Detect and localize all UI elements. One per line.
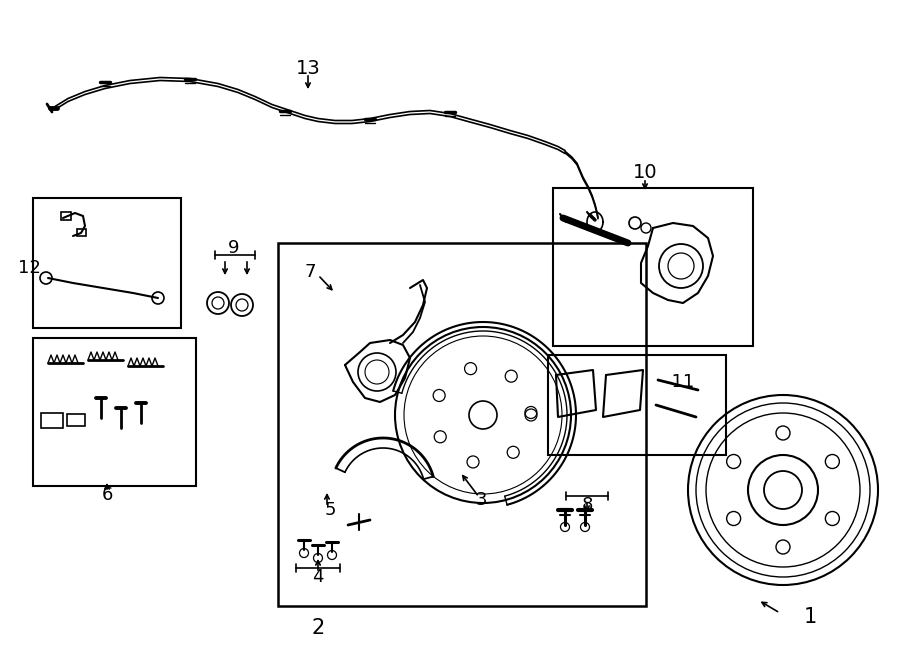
Bar — [67, 414, 85, 426]
Text: 3: 3 — [475, 491, 487, 509]
Bar — [548, 355, 726, 455]
Bar — [61, 212, 71, 220]
Bar — [33, 198, 181, 328]
Text: 4: 4 — [312, 568, 324, 586]
Text: 10: 10 — [633, 163, 657, 182]
Text: 8: 8 — [581, 496, 593, 514]
Text: 13: 13 — [295, 59, 320, 77]
Bar — [41, 413, 63, 428]
Text: 2: 2 — [311, 618, 325, 638]
Bar — [77, 229, 86, 236]
Text: 6: 6 — [102, 486, 112, 504]
Text: 9: 9 — [229, 239, 239, 257]
Text: 12: 12 — [18, 259, 40, 277]
Bar — [33, 338, 196, 486]
Text: 1: 1 — [804, 607, 816, 627]
Text: 7: 7 — [304, 263, 316, 281]
Text: 5: 5 — [324, 501, 336, 519]
Bar — [278, 243, 646, 606]
Bar — [553, 188, 753, 346]
Text: -11: -11 — [665, 373, 695, 391]
